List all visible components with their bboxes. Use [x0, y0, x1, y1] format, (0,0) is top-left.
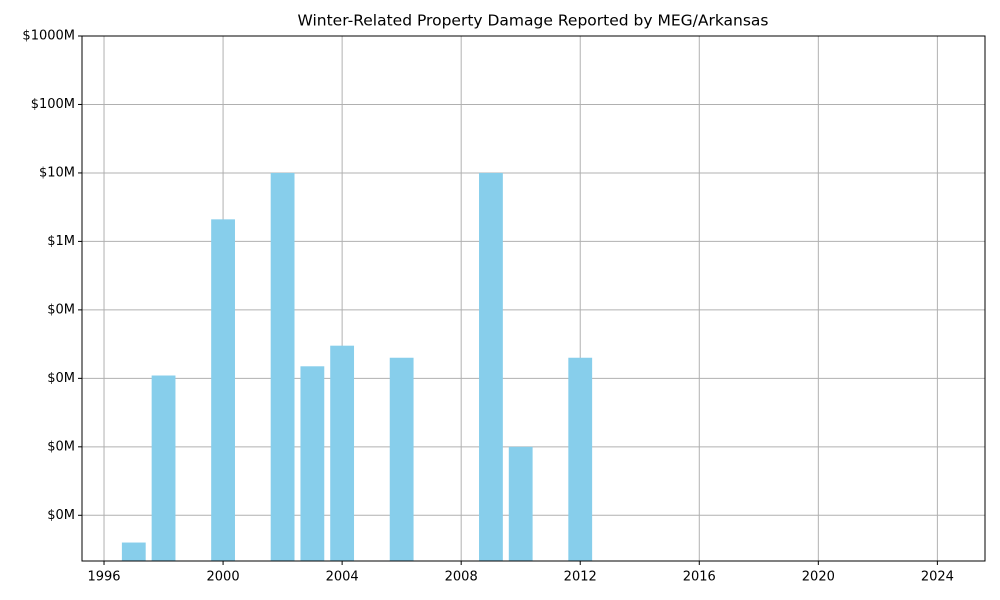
x-tick-label: 2000: [207, 570, 240, 585]
x-tick-label: 2016: [683, 570, 716, 585]
bar: [211, 219, 235, 561]
plot-frame: [81, 35, 986, 562]
chart-title: Winter-Related Property Damage Reported …: [297, 12, 768, 30]
x-tick-label: 2024: [921, 570, 954, 585]
y-tick-label: $0M: [47, 302, 75, 317]
bar: [270, 172, 295, 561]
bar-layer: [121, 172, 593, 561]
bar: [389, 357, 414, 561]
bar: [508, 446, 533, 561]
bar: [121, 542, 146, 561]
bar: [330, 345, 355, 561]
x-tick-label: 2008: [445, 570, 478, 585]
y-tick-label: $0M: [47, 371, 75, 386]
y-tick-label: $10M: [39, 165, 75, 180]
y-tick-label: $0M: [47, 439, 75, 454]
y-tick-label: $1M: [47, 234, 75, 249]
y-tick-label: $100M: [31, 97, 75, 112]
bar: [479, 172, 503, 561]
bar: [300, 366, 325, 561]
y-tick-label: $0M: [47, 508, 75, 523]
bar: [151, 375, 176, 561]
x-tick-label: 2004: [326, 570, 359, 585]
bar: [568, 357, 593, 561]
x-tick-label: 1996: [87, 570, 120, 585]
y-tick-label: $1000M: [22, 29, 75, 44]
x-tick-label: 2012: [564, 570, 597, 585]
x-tick-label: 2020: [802, 570, 835, 585]
